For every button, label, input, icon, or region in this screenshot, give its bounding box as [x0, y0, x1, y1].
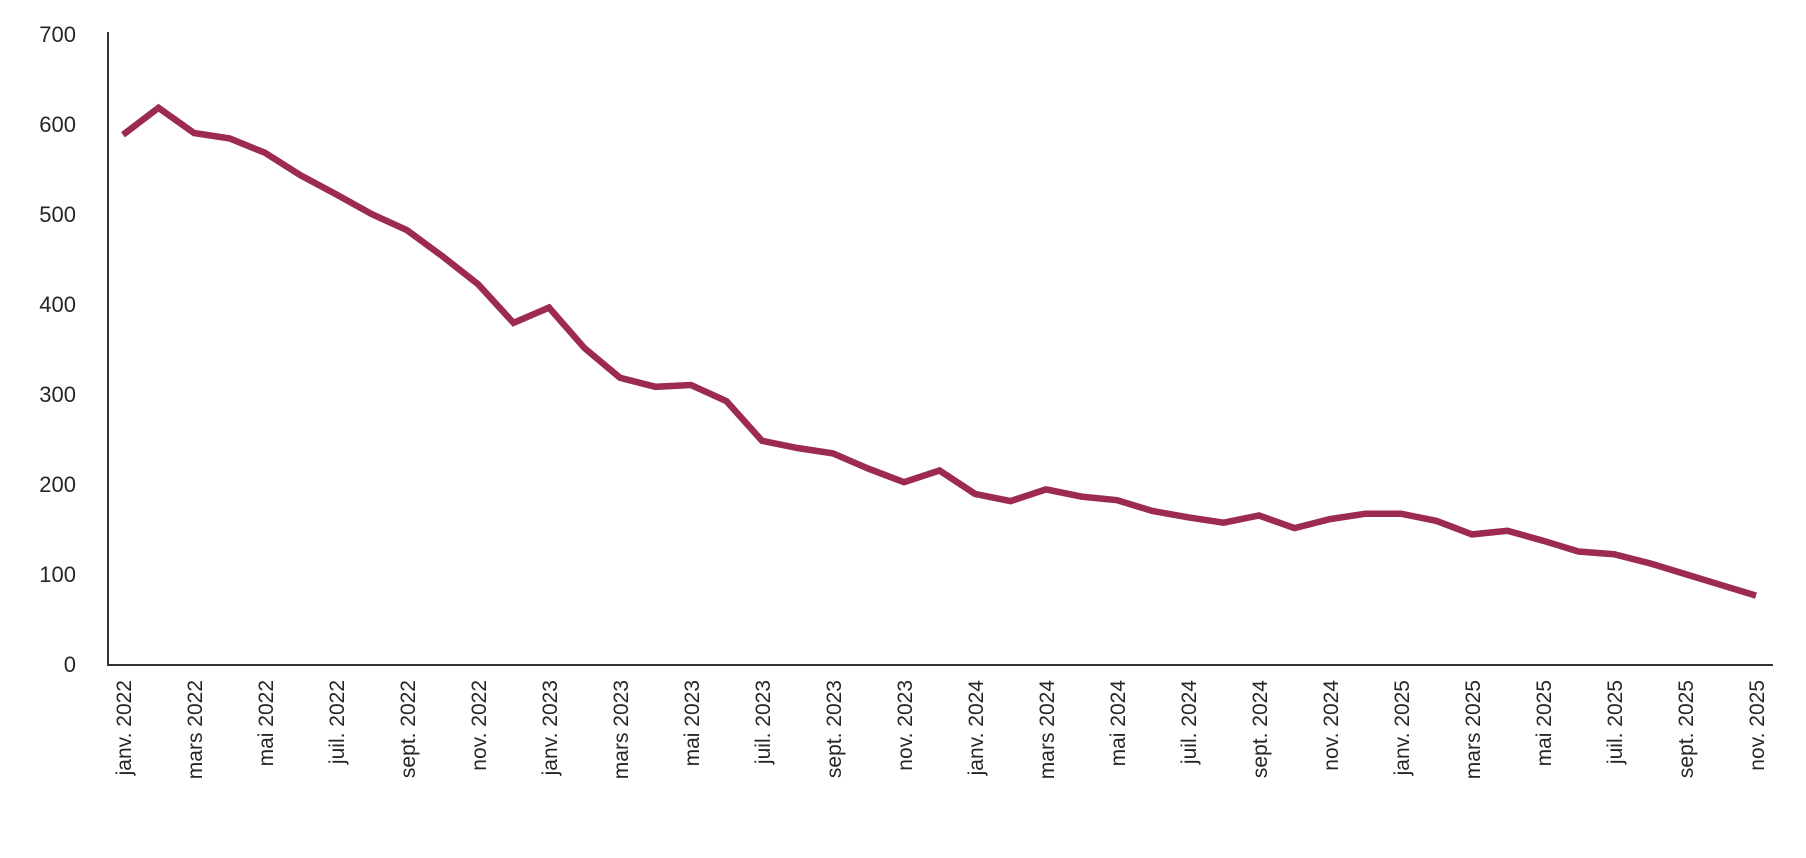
axis-lines: [107, 32, 1773, 666]
x-axis-tick-label: sept. 2024: [1249, 680, 1272, 778]
x-axis-tick-label: sept. 2022: [397, 680, 420, 778]
y-axis-tick-labels: 0 100 200 300 400 500 600 700: [39, 22, 76, 677]
y-axis-tick-label: 400: [39, 292, 76, 317]
x-axis-tick-label: juil. 2024: [1178, 680, 1201, 765]
x-axis-tick-label: nov. 2023: [894, 680, 917, 771]
data-line-series: [121, 103, 1757, 599]
x-axis-tick-label: sept. 2023: [823, 680, 846, 778]
x-axis-tick-label: nov. 2022: [468, 680, 491, 771]
x-axis-tick-label: juil. 2025: [1604, 680, 1627, 765]
y-axis-tick-label: 200: [39, 472, 76, 497]
y-axis-tick-label: 300: [39, 382, 76, 407]
y-axis-tick-label: 0: [64, 652, 76, 677]
x-axis-tick-labels: janv. 2022 mars 2022 mai 2022 juil. 2022 sep…: [113, 680, 1769, 780]
x-axis-tick-label: juil. 2022: [326, 680, 349, 765]
x-axis-tick-label: mai 2022: [255, 680, 278, 766]
x-axis-tick-label: sept. 2025: [1675, 680, 1698, 778]
x-axis-tick-label: nov. 2025: [1746, 680, 1769, 771]
x-axis-tick-label: mars 2024: [1036, 680, 1059, 780]
y-axis-tick-label: 500: [39, 202, 76, 227]
x-axis-tick-label: mai 2023: [681, 680, 704, 766]
x-axis-tick-label: juil. 2023: [752, 680, 775, 765]
y-axis-tick-label: 700: [39, 22, 76, 47]
x-axis-tick-label: janv. 2023: [539, 680, 562, 776]
x-axis-tick-label: janv. 2024: [965, 680, 988, 777]
x-axis-tick-label: mars 2022: [184, 680, 207, 779]
y-axis-tick-label: 600: [39, 112, 76, 137]
x-axis-tick-label: mai 2025: [1533, 680, 1556, 766]
y-axis-tick-label: 100: [39, 562, 76, 587]
x-axis-tick-label: mai 2024: [1107, 680, 1130, 767]
x-axis-tick-label: nov. 2024: [1320, 680, 1343, 771]
x-axis-tick-label: janv. 2025: [1391, 680, 1414, 776]
x-axis-tick-label: mars 2023: [610, 680, 633, 779]
x-axis-tick-label: janv. 2022: [113, 680, 136, 776]
x-axis-tick-label: mars 2025: [1462, 680, 1485, 779]
